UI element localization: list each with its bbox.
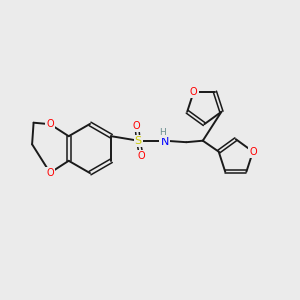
Text: H: H: [159, 128, 166, 137]
Text: O: O: [137, 151, 145, 161]
Text: S: S: [135, 136, 142, 146]
Text: O: O: [190, 87, 197, 97]
Text: O: O: [133, 121, 141, 131]
Text: O: O: [46, 119, 54, 129]
Text: O: O: [46, 168, 54, 178]
Text: O: O: [249, 147, 257, 157]
Text: N: N: [160, 136, 169, 147]
